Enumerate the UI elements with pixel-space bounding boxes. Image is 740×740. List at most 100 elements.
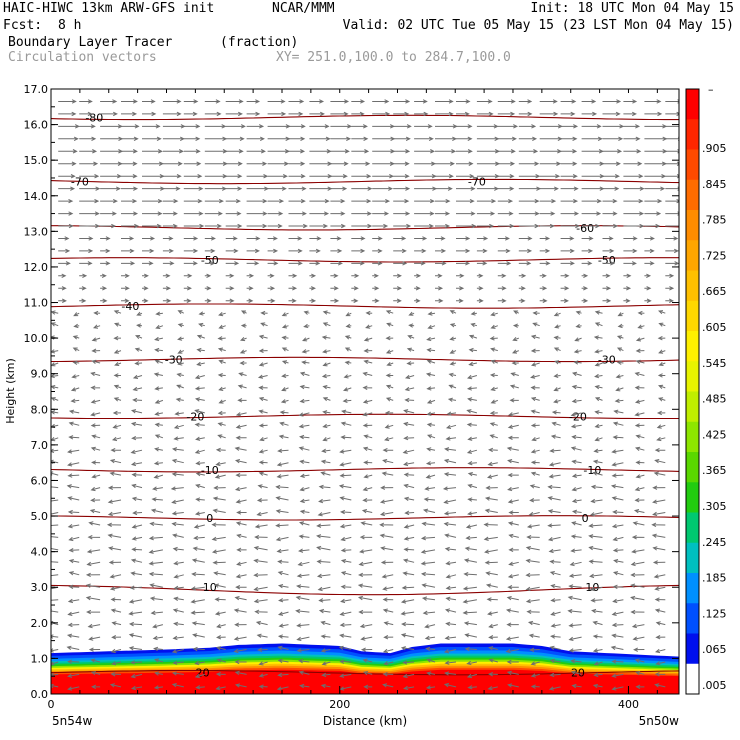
vector-arrow [435, 111, 454, 117]
vector-arrow [400, 633, 415, 638]
vector-arrow [404, 386, 415, 392]
vector-arrow [570, 446, 582, 451]
vector-arrow [612, 548, 624, 553]
vector-arrow [162, 174, 182, 179]
vector-arrow [89, 509, 101, 514]
vector-arrow [467, 460, 477, 466]
vector-arrow [194, 673, 205, 679]
vector-arrow [602, 223, 619, 229]
vector-arrow [87, 535, 101, 540]
vector-arrow [532, 310, 540, 316]
vector-arrow [483, 536, 498, 541]
vector-arrow [258, 348, 268, 353]
vector-arrow [560, 223, 581, 229]
vector-arrow [651, 522, 666, 528]
vector-arrow [171, 511, 184, 516]
vector-arrow [58, 273, 67, 279]
vector-arrow [581, 124, 602, 129]
vector-arrow [58, 161, 77, 166]
vector-arrow [175, 397, 184, 402]
vector-arrow [79, 124, 96, 129]
vector-arrow [217, 434, 226, 439]
vector-arrow [177, 349, 185, 354]
vector-arrow [330, 223, 346, 229]
vector-arrow [79, 198, 100, 204]
vector-arrow [485, 583, 498, 588]
vector-arrow [611, 611, 624, 616]
vector-arrow [568, 636, 582, 641]
vector-arrow [484, 560, 498, 565]
vector-arrow [426, 658, 436, 663]
vector-arrow [631, 623, 645, 629]
contour-line-6 [51, 303, 679, 309]
vector-arrow [100, 286, 108, 291]
vector-arrow [130, 461, 143, 467]
vector-arrow [476, 223, 495, 229]
vector-arrow [212, 560, 226, 565]
vector-arrow [414, 298, 421, 303]
vector-arrow [281, 312, 289, 317]
vector-arrow [490, 386, 498, 391]
vector-arrow [623, 236, 638, 241]
vector-arrow [665, 198, 679, 204]
vector-arrow [512, 323, 519, 328]
vector-arrow [644, 174, 667, 179]
vector-arrow [400, 646, 415, 651]
vector-arrow [309, 223, 329, 229]
vector-arrow [602, 136, 624, 142]
vector-arrow [435, 298, 444, 303]
vector-arrow [225, 111, 243, 117]
vector-arrow [267, 248, 279, 254]
vector-arrow [330, 186, 348, 191]
vector-arrow [425, 372, 436, 377]
vector-arrow [216, 635, 226, 640]
vector-arrow [404, 510, 415, 516]
vector-arrow [594, 322, 603, 327]
vector-label: Circulation vectors [8, 50, 157, 65]
vector-arrow [486, 597, 498, 602]
vector-arrow [216, 623, 226, 629]
vector-arrow [128, 633, 143, 638]
vector-arrow [602, 149, 623, 154]
vector-arrow [444, 635, 457, 641]
vector-arrow [68, 435, 80, 440]
vector-arrow [106, 522, 122, 527]
colorbar-swatch [686, 270, 699, 302]
vector-arrow [343, 374, 352, 379]
vector-arrow [567, 609, 582, 614]
vector-arrow [100, 198, 118, 204]
contour-label: -70 [468, 176, 486, 189]
vector-arrow [463, 558, 477, 563]
vector-arrow [570, 670, 582, 675]
vector-arrow [322, 385, 331, 390]
vector-arrow [121, 149, 138, 154]
vector-arrow [330, 99, 350, 104]
vector-arrow [194, 374, 205, 380]
vector-arrow [194, 449, 205, 454]
vector-arrow [309, 211, 330, 216]
vector-arrow [234, 459, 247, 464]
vector-arrow [362, 671, 373, 676]
vector-arrow [162, 186, 181, 191]
vector-arrow [276, 474, 289, 479]
vector-arrow [456, 149, 473, 154]
vector-arrow [109, 586, 122, 591]
vector-arrow [204, 111, 222, 117]
colorbar-swatch [686, 210, 699, 241]
vector-arrow [213, 571, 226, 576]
vector-arrow [467, 374, 478, 380]
vector-arrow [530, 471, 540, 476]
vector-arrow [658, 310, 666, 315]
vector-arrow [616, 360, 624, 365]
vector-arrow [581, 286, 589, 291]
vector-arrow [234, 446, 247, 451]
vector-arrow [363, 348, 373, 353]
vector-arrow [51, 524, 59, 526]
vector-arrow [569, 561, 582, 567]
vector-arrow [154, 422, 163, 428]
vector-arrow [445, 574, 457, 579]
vector-arrow [51, 574, 59, 577]
vector-arrow [90, 497, 101, 503]
vector-arrow [611, 496, 624, 501]
vector-arrow [571, 384, 582, 390]
